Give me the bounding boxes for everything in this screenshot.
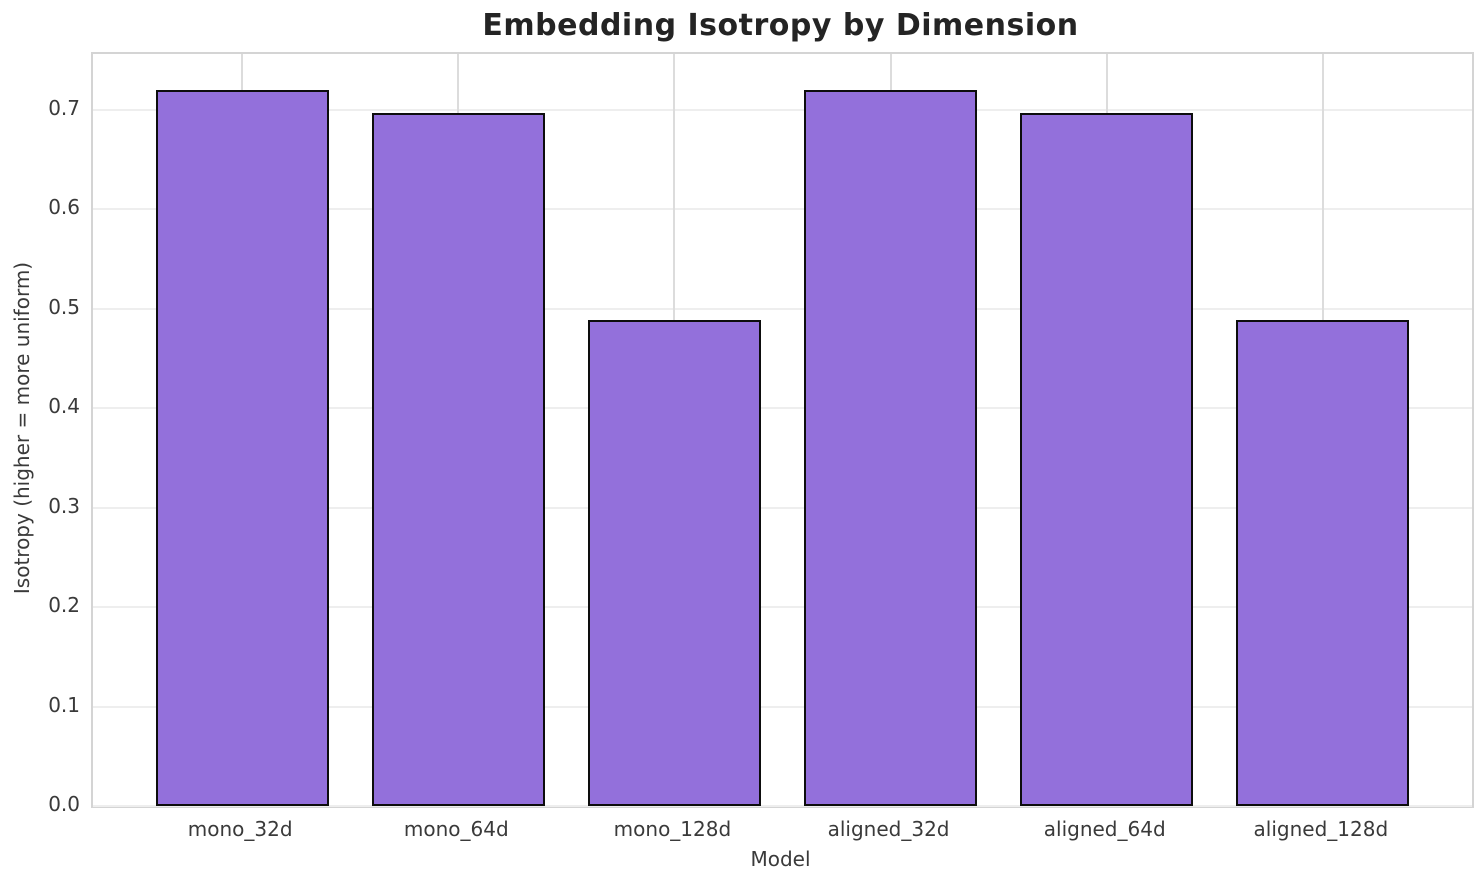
y-tick-label-0.1: 0.1 (48, 692, 80, 717)
gridline-y-0.7 (93, 108, 1472, 111)
bar-mono_128d (587, 319, 761, 806)
bar-mono_64d (371, 112, 545, 806)
gridline-y-0.3 (93, 506, 1472, 509)
gridline-y-0.4 (93, 407, 1472, 410)
bar-aligned_64d (1020, 112, 1194, 806)
y-tick-label-0.5: 0.5 (48, 294, 80, 319)
y-tick-label-0.0: 0.0 (48, 792, 80, 816)
bar-mono_32d (155, 89, 329, 806)
plot-area (91, 52, 1474, 808)
x-tick-label-mono_64d: mono_64d (403, 817, 509, 841)
bar-aligned_32d (804, 89, 978, 806)
y-tick-label-0.2: 0.2 (48, 593, 80, 618)
x-tick-label-mono_128d: mono_128d (613, 817, 732, 841)
gridline-y-0.2 (93, 606, 1472, 609)
x-tick-label-aligned_64d: aligned_64d (1043, 817, 1166, 841)
y-tick-label-0.7: 0.7 (48, 95, 80, 120)
y-tick-label-0.6: 0.6 (48, 195, 80, 220)
gridline-y-0.0 (93, 805, 1472, 807)
x-tick-label-aligned_128d: aligned_128d (1253, 817, 1389, 841)
chart-title: Embedding Isotropy by Dimension (482, 8, 1079, 43)
gridline-y-0.5 (93, 307, 1472, 310)
y-tick-label-0.4: 0.4 (48, 394, 80, 419)
x-tick-label-mono_32d: mono_32d (187, 817, 293, 841)
x-tick-label-aligned_32d: aligned_32d (827, 817, 950, 841)
x-axis-label: Model (750, 847, 811, 871)
y-tick-label-0.3: 0.3 (48, 493, 80, 518)
bar-aligned_128d (1236, 319, 1410, 806)
gridline-y-0.1 (93, 705, 1472, 708)
gridline-y-0.6 (93, 208, 1472, 211)
